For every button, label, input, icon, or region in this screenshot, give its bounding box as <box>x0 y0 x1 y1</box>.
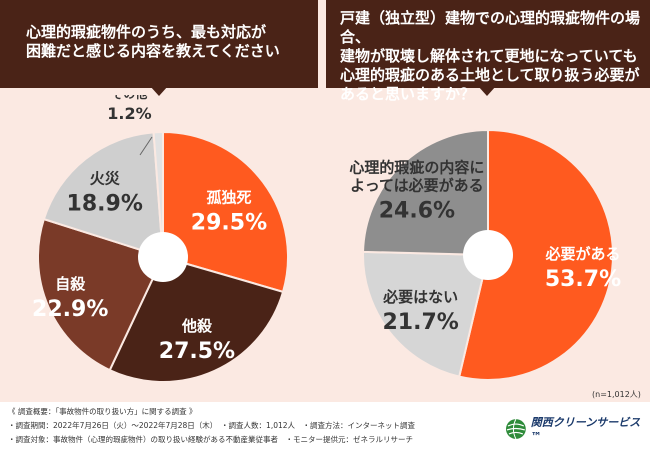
pie-slice-必要がある <box>457 128 614 381</box>
question-right-line: あると思いますか？ <box>340 85 476 103</box>
pie-slice-火災 <box>42 131 165 259</box>
pie-slice-自殺 <box>37 217 165 372</box>
pie-label-心理的瑕疵の内容によっては必要がある: 心理的瑕疵の内容に <box>349 158 484 176</box>
pie-center-hole <box>138 232 188 282</box>
pie-label-心理的瑕疵の内容によっては必要がある: よっては必要がある <box>350 176 484 194</box>
survey-footer: 《 調査概要：「事故物件の取り扱い方」に関する調査 》 ・調査期間：2022年7… <box>0 402 650 450</box>
survey-footer-line: ・調査対象：事故物件（心理的瑕疵物件）の取り扱い経験がある不動産業従事者 ・モニ… <box>8 435 413 444</box>
pie-label-孤独死: 孤独死 <box>206 188 251 206</box>
pie-label-火災: 火災 <box>90 169 121 187</box>
pie-value-その他: 1.2% <box>107 104 151 123</box>
pie-value-孤独死: 29.5% <box>191 210 267 235</box>
question-right-pointer <box>478 86 496 96</box>
pie-value-必要がある: 53.7% <box>545 267 621 292</box>
pie-slice-孤独死 <box>162 130 289 294</box>
pie-label-必要がある: 必要がある <box>544 245 620 263</box>
pie-label-必要はない: 必要はない <box>382 288 458 306</box>
pie-value-他殺: 27.5% <box>159 339 235 364</box>
pie-value-自殺: 22.9% <box>32 297 108 322</box>
question-left-pointer <box>150 86 168 96</box>
survey-footer-line: ・調査期間：2022年7月26日（火）～2022年7月28日（木） ・調査人数：… <box>8 421 416 430</box>
pie-label-その他: その他 <box>111 95 147 101</box>
pie-label-自殺: 自殺 <box>55 275 86 293</box>
globe-icon <box>505 418 526 439</box>
pie-slice-他殺 <box>108 255 285 383</box>
survey-footer-line: 《 調査概要：「事故物件の取り扱い方」に関する調査 》 <box>8 407 197 416</box>
question-right-line: 建物が取壊し解体されて更地になっていても <box>340 47 638 65</box>
pie-center-hole <box>463 230 513 280</box>
pie-slice-その他 <box>152 130 164 258</box>
pie-slice-心理的瑕疵の内容によっては必要がある <box>362 128 489 257</box>
pie-slice-必要はない <box>362 250 490 378</box>
sample-size-note: (n=1,012人) <box>592 390 641 399</box>
pie-leader-line <box>139 136 153 156</box>
company-logo: 関西クリーンサービス™ <box>505 414 650 443</box>
question-left-line: 心理的瑕疵物件のうち、最も対応が <box>26 23 267 41</box>
pie-value-心理的瑕疵の内容によっては必要がある: 24.6% <box>379 198 455 223</box>
pie-value-火災: 18.9% <box>67 191 143 216</box>
pie-value-必要はない: 21.7% <box>383 310 459 335</box>
pie-label-他殺: 他殺 <box>181 317 213 335</box>
company-logo-text: 関西クリーンサービス™ <box>530 416 641 443</box>
question-left-box: 心理的瑕疵物件のうち、最も対応が 困難だと感じる内容を教えてください <box>0 0 318 88</box>
question-right-line: 戸建（独立型）建物での心理的瑕疵物件の場合、 <box>340 9 641 46</box>
question-left-line: 困難だと感じる内容を教えてください <box>26 42 280 60</box>
pie-chart-difficult-cases: 孤独死 29.5% 他殺 27.5% 自殺 22.9% 火災 18.9% その他 1.2% <box>32 95 289 383</box>
question-right-line: 心理的瑕疵のある土地として取り扱う必要が <box>340 66 640 84</box>
question-right-box: 戸建（独立型）建物での心理的瑕疵物件の場合、 建物が取壊し解体されて更地になって… <box>326 0 650 103</box>
